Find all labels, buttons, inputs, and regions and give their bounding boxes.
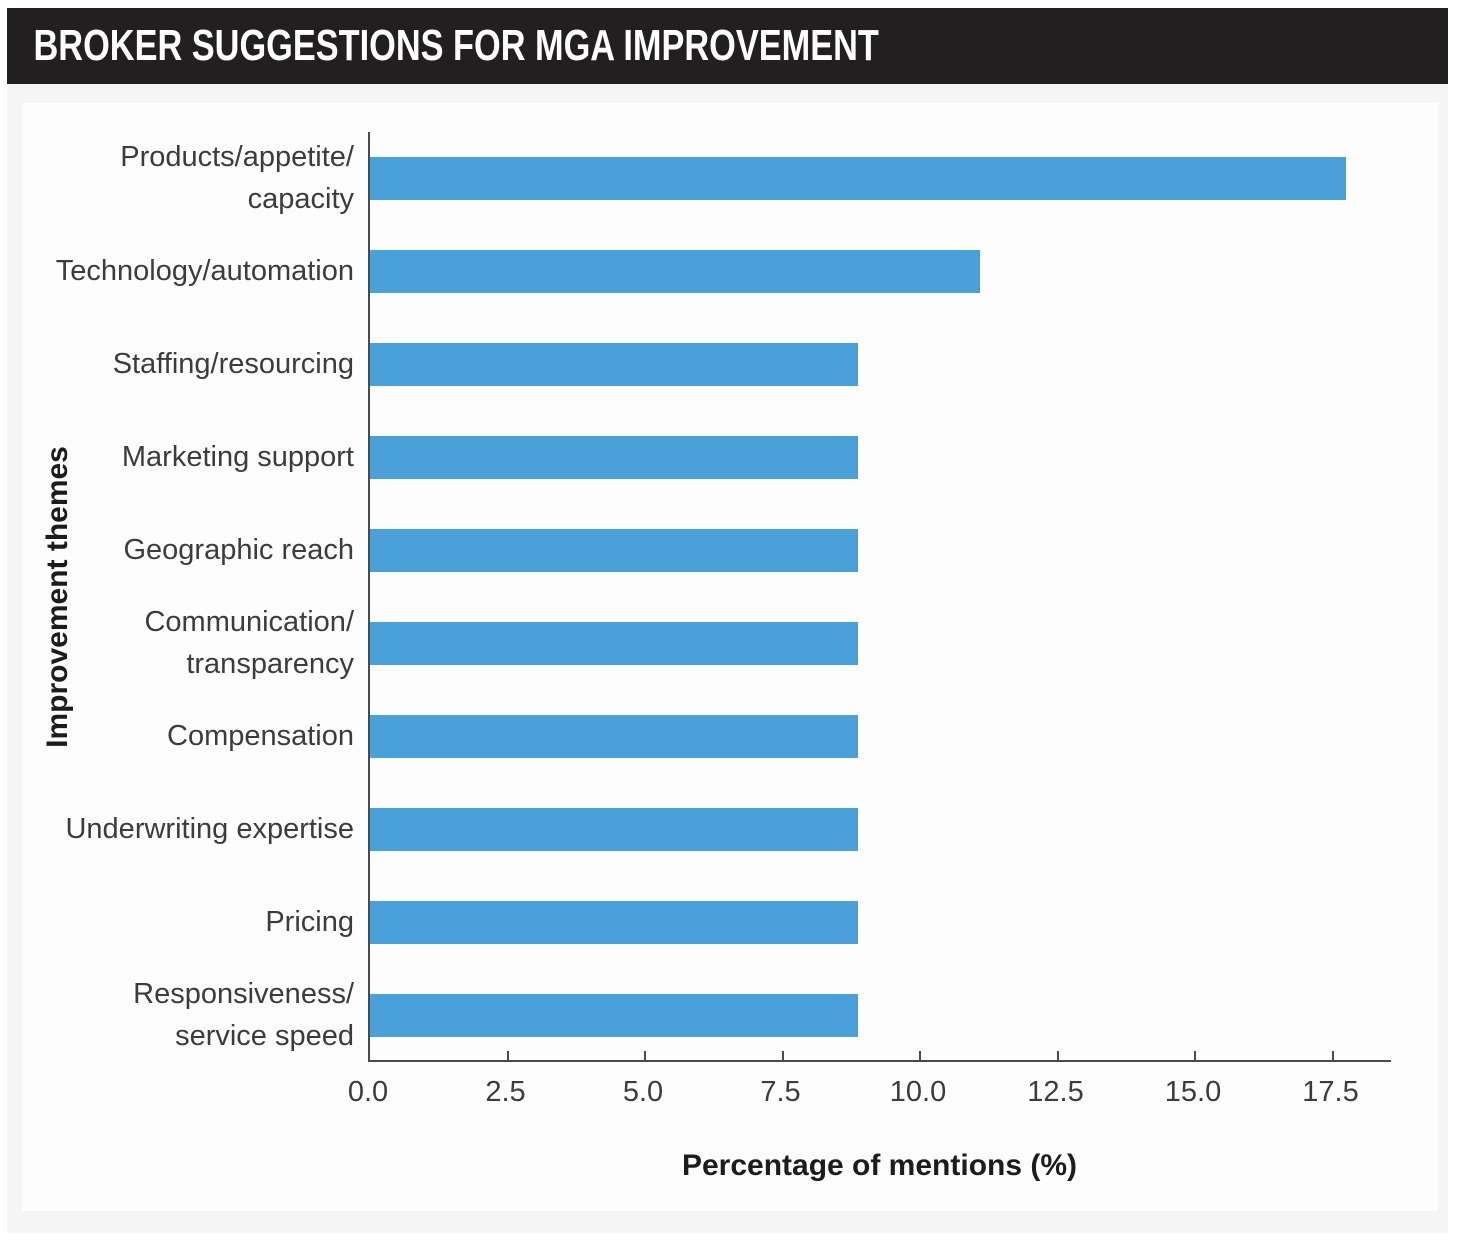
bar-slot-5 xyxy=(370,504,1391,597)
bar-7 xyxy=(370,715,858,758)
bar-slot-9 xyxy=(370,876,1391,969)
x-tick-mark-12.5 xyxy=(1056,1051,1059,1060)
x-tick-label-0.0: 0.0 xyxy=(347,1076,389,1108)
bar-slot-7 xyxy=(370,690,1391,783)
x-tick-label-12.5: 12.5 xyxy=(1027,1076,1084,1108)
bar-3 xyxy=(370,343,858,386)
x-tick-label-15.0: 15.0 xyxy=(1164,1076,1222,1108)
category-label-7: Compensation xyxy=(167,719,354,752)
bar-slot-10 xyxy=(370,969,1391,1062)
category-label-2: Technology/automation xyxy=(55,254,354,287)
x-axis-title: Percentage of mentions (%) xyxy=(681,1149,1078,1182)
bar-slot-3 xyxy=(370,318,1391,411)
x-tick-mark-2.5 xyxy=(506,1051,509,1060)
bar-2 xyxy=(370,250,980,293)
content-panel: BROKER SUGGESTIONS FOR MGA IMPROVEMENT I… xyxy=(7,8,1448,1233)
x-tick-mark-17.5 xyxy=(1331,1051,1334,1060)
x-tick-mark-7.5 xyxy=(781,1051,784,1060)
bar-5 xyxy=(370,529,858,572)
bar-slot-2 xyxy=(370,225,1391,318)
category-label-8: Underwriting expertise xyxy=(65,812,354,845)
category-label-4: Marketing support xyxy=(121,440,354,473)
x-tick-label-2.5: 2.5 xyxy=(485,1076,526,1108)
x-tick-mark-10.0 xyxy=(919,1051,921,1060)
chart-header: BROKER SUGGESTIONS FOR MGA IMPROVEMENT xyxy=(7,8,1448,84)
bar-slot-1 xyxy=(370,132,1391,225)
bar-4 xyxy=(370,436,858,479)
bar-10 xyxy=(370,994,858,1037)
category-labels: Products/appetite/ capacity Technology/au… xyxy=(22,132,354,1062)
x-tick-label-7.5: 7.5 xyxy=(760,1076,801,1108)
bar-slot-4 xyxy=(370,411,1391,504)
bar-slot-6 xyxy=(370,597,1391,690)
x-tick-mark-5.0 xyxy=(644,1051,646,1060)
bar-6 xyxy=(370,622,858,665)
category-label-1: Products/appetite/ capacity xyxy=(120,141,354,215)
x-tick-label-5.0: 5.0 xyxy=(622,1076,664,1108)
category-label-3: Staffing/resourcing xyxy=(112,347,354,380)
category-label-6: Communication/ transparency xyxy=(144,606,354,680)
category-label-9: Pricing xyxy=(265,905,354,938)
x-tick-mark-15.0 xyxy=(1194,1051,1196,1060)
x-tick-label-17.5: 17.5 xyxy=(1302,1076,1359,1108)
x-tick-labels: 0.0 2.5 5.0 7.5 10.0 12.5 15.0 17.5 xyxy=(348,1076,1391,1116)
chart-title: BROKER SUGGESTIONS FOR MGA IMPROVEMENT xyxy=(33,21,879,70)
bar-1 xyxy=(370,157,1346,200)
category-label-5: Geographic reach xyxy=(123,533,354,566)
bar-9 xyxy=(370,901,858,944)
chart-card: Improvement themes Products/appetite/ ca… xyxy=(22,103,1438,1211)
category-label-10: Responsiveness/ service speed xyxy=(133,978,354,1052)
plot-area xyxy=(368,132,1391,1062)
bar-8 xyxy=(370,808,858,851)
x-tick-label-10.0: 10.0 xyxy=(889,1076,947,1108)
bar-slot-8 xyxy=(370,783,1391,876)
